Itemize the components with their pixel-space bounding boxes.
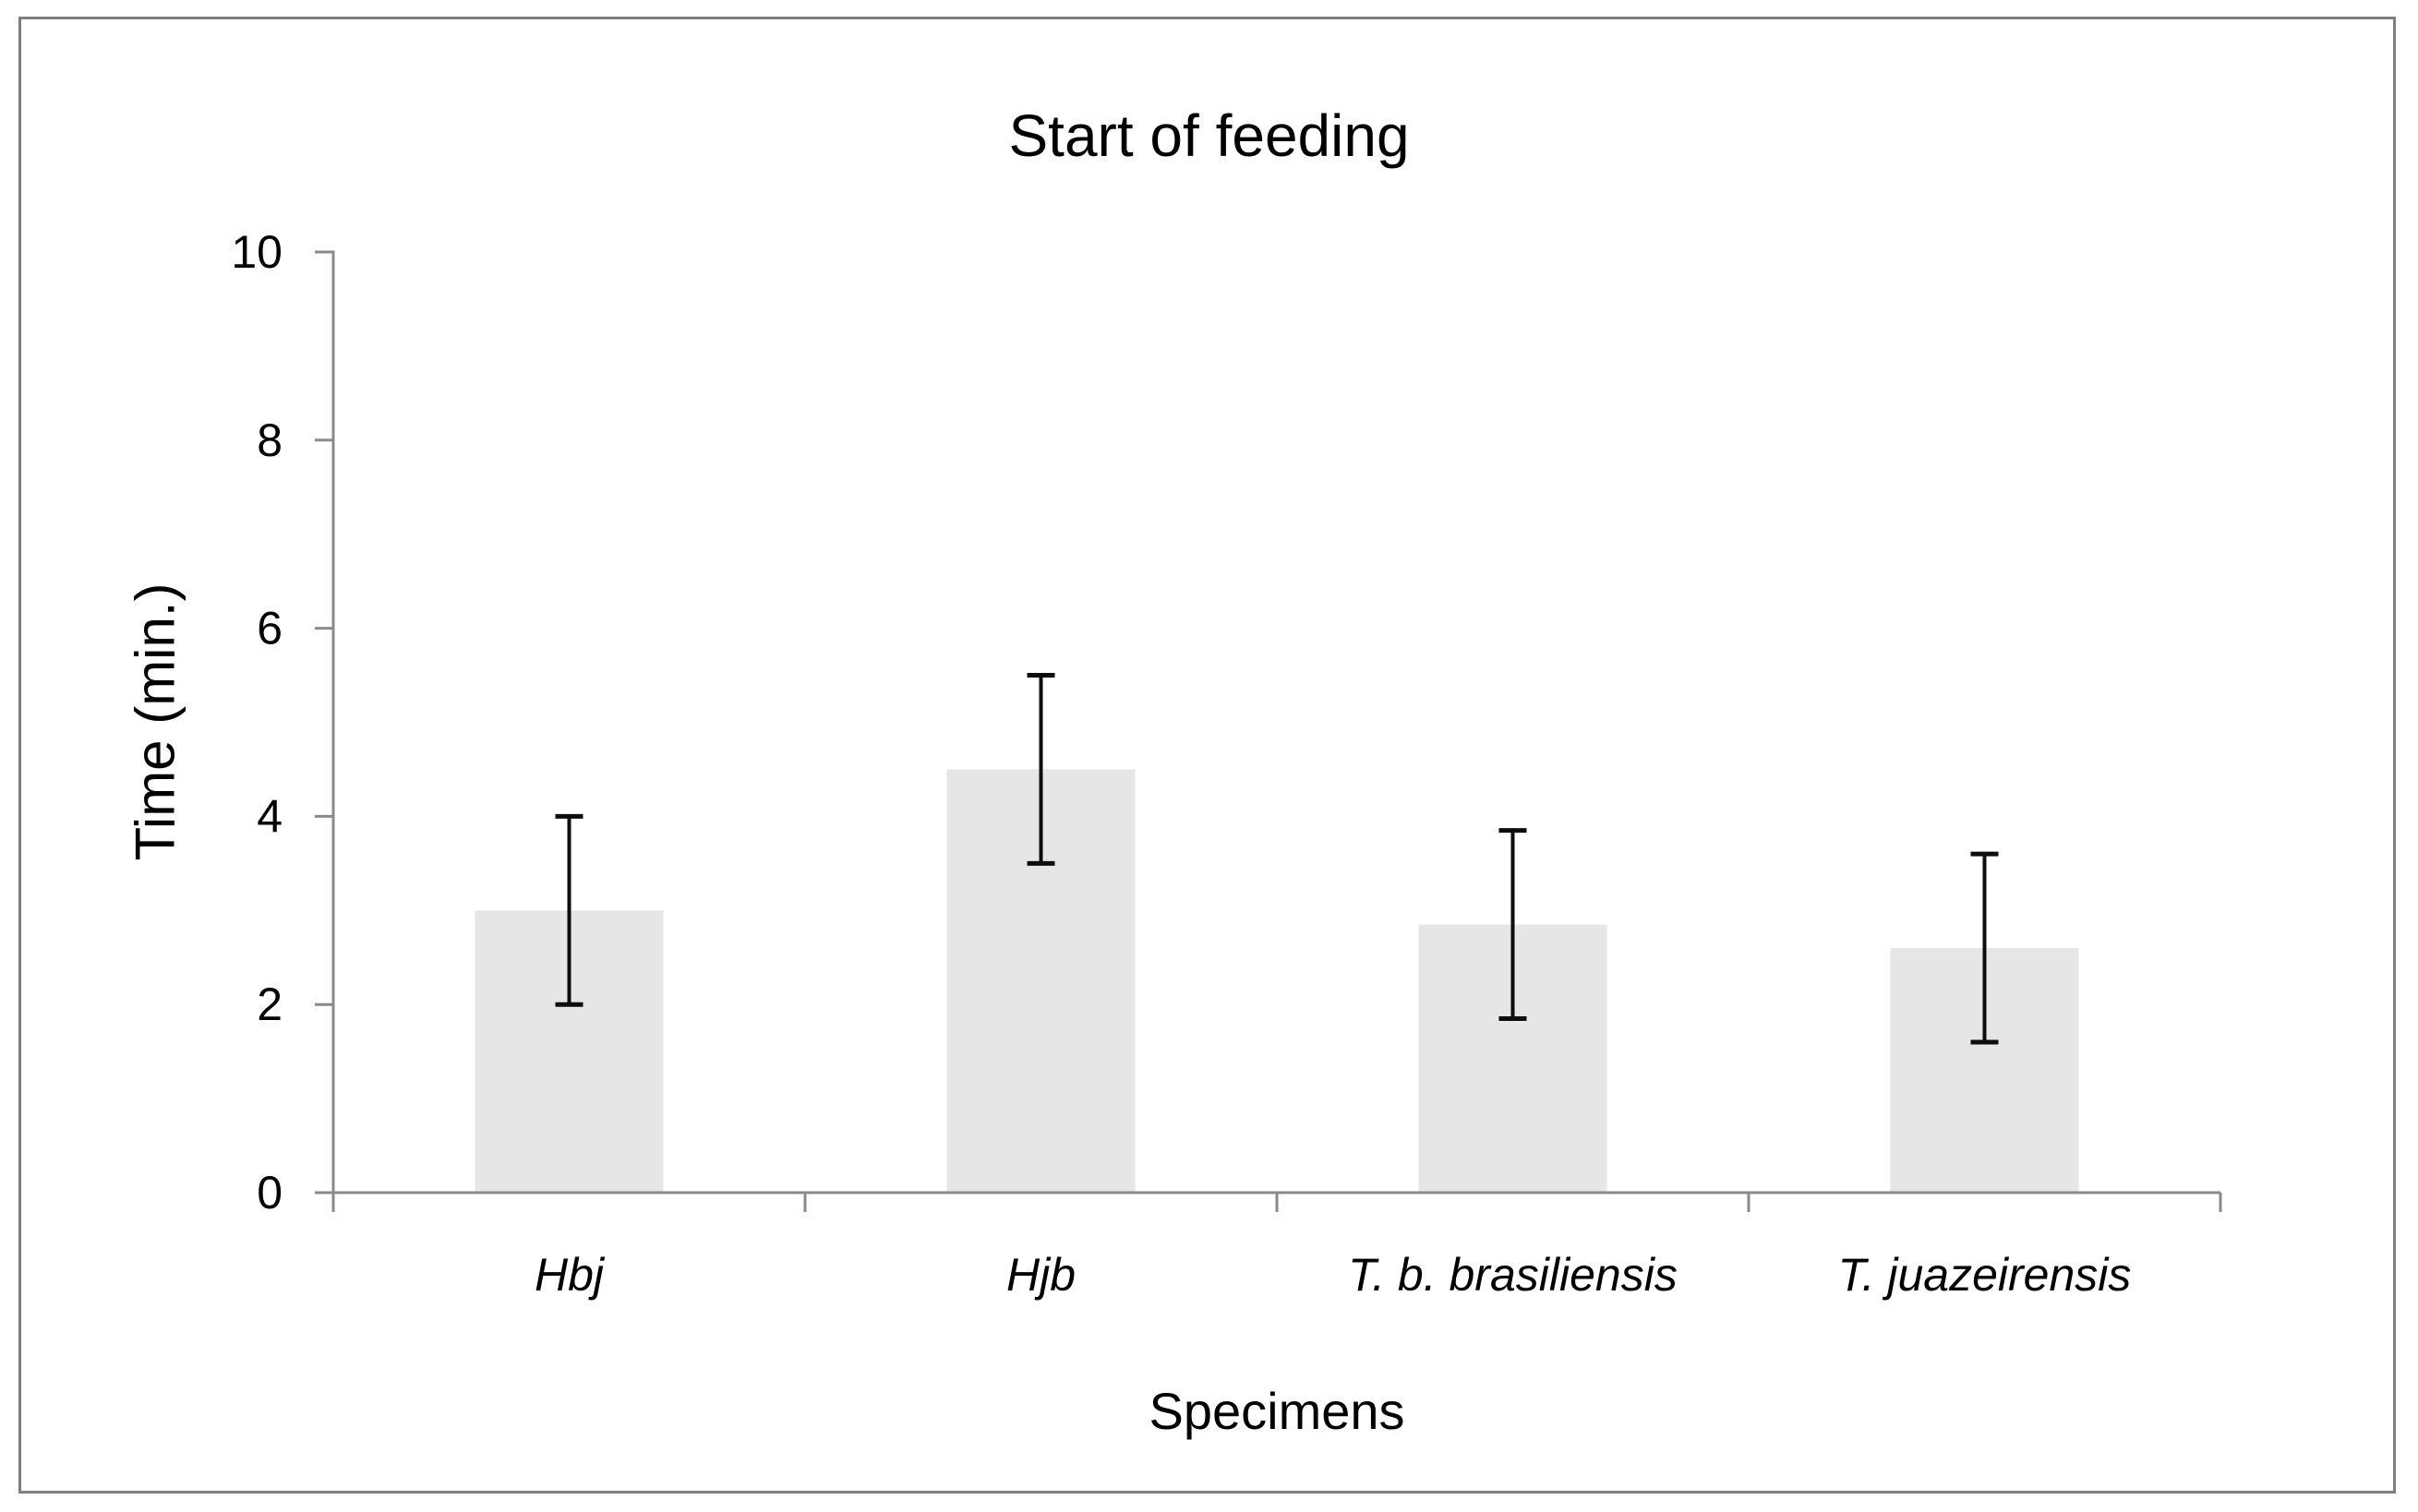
figure-border (18, 17, 2396, 1494)
y-tick-label: 6 (257, 603, 283, 654)
category-label: T. b. brasiliensis (1348, 1249, 1678, 1301)
y-tick-label: 0 (257, 1167, 283, 1218)
y-tick-label: 2 (257, 978, 283, 1030)
y-tick-label: 8 (257, 414, 283, 466)
chart-title: Start of feeding (1008, 102, 1410, 169)
category-label: T. juazeirensis (1838, 1249, 2132, 1301)
y-tick-label: 10 (231, 226, 283, 278)
category-label: Hbj (535, 1249, 606, 1301)
category-label: Hjb (1006, 1249, 1076, 1301)
y-tick-label: 4 (257, 790, 283, 842)
x-axis-title: Specimens (1149, 1382, 1405, 1440)
